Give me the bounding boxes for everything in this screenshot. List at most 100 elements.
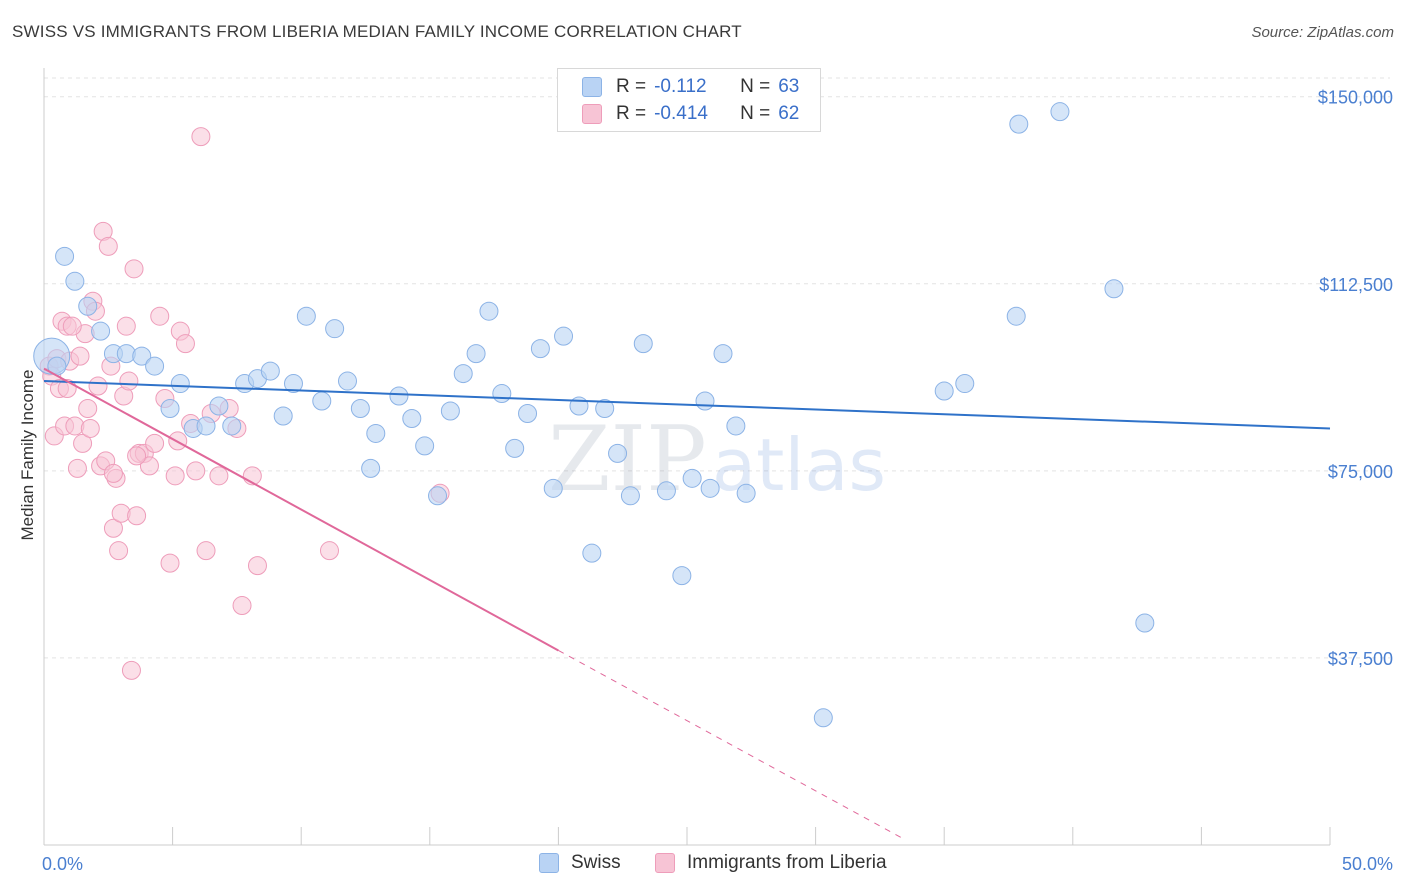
- legend-n-label: N =: [740, 76, 771, 97]
- liberia-point: [127, 506, 147, 526]
- swiss-point: [132, 346, 152, 366]
- swiss-point: [325, 319, 345, 339]
- y-tick-labels: $37,500 $75,000 $112,500 $150,000: [1318, 88, 1393, 669]
- swiss-point: [700, 478, 720, 498]
- swiss-point: [312, 391, 332, 411]
- liberia-point: [103, 518, 123, 538]
- liberia-trendline: [43, 367, 559, 652]
- swiss-point: [1009, 114, 1029, 134]
- swiss-point: [222, 416, 242, 436]
- gridlines: [44, 77, 1390, 659]
- legend-r-value: -0.414: [654, 103, 708, 124]
- swiss-point: [273, 406, 293, 426]
- liberia-point: [145, 433, 165, 453]
- legend-liberia-label: Immigrants from Liberia: [687, 852, 887, 873]
- liberia-point: [139, 456, 159, 476]
- swiss-point: [260, 361, 280, 381]
- swiss-point: [633, 334, 653, 354]
- liberia-point: [232, 596, 252, 616]
- legend-n-label: N =: [740, 103, 771, 124]
- legend-n-value: 63: [778, 76, 800, 97]
- liberia-point: [103, 463, 123, 483]
- swiss-point: [543, 478, 563, 498]
- swiss-point: [350, 398, 370, 418]
- swiss-point: [530, 339, 550, 359]
- swiss-point: [209, 396, 229, 416]
- liberia-point: [247, 556, 267, 576]
- correlation-legend: R = -0.112 N = 63 R = -0.414 N = 62: [557, 68, 821, 132]
- swiss-point: [389, 386, 409, 406]
- swiss-point: [361, 458, 381, 478]
- swiss-point: [1050, 102, 1070, 122]
- liberia-point: [175, 334, 195, 354]
- liberia-point: [124, 259, 144, 279]
- swiss-point: [1104, 279, 1124, 299]
- trendlines: [43, 367, 1331, 841]
- liberia-point: [80, 418, 100, 438]
- liberia-swatch: [655, 853, 675, 873]
- y-tick-label: $150,000: [1318, 88, 1393, 108]
- liberia-point: [196, 541, 216, 561]
- swiss-point: [695, 391, 715, 411]
- swiss-point: [160, 398, 180, 418]
- legend-item-swiss[interactable]: Swiss: [539, 852, 621, 874]
- swiss-point: [726, 416, 746, 436]
- swiss-point: [145, 356, 165, 376]
- swiss-swatch: [582, 77, 602, 97]
- legend-item-liberia[interactable]: Immigrants from Liberia: [655, 852, 887, 874]
- legend-row-liberia: R = -0.414 N = 62: [582, 101, 799, 127]
- swiss-point: [713, 344, 733, 364]
- swiss-point: [466, 344, 486, 364]
- swiss-point: [91, 321, 111, 341]
- liberia-point: [209, 466, 229, 486]
- liberia-point: [121, 660, 141, 680]
- liberia-swatch: [582, 104, 602, 124]
- swiss-point: [337, 371, 357, 391]
- chart-title: SWISS VS IMMIGRANTS FROM LIBERIA MEDIAN …: [12, 22, 742, 41]
- legend-r-label: R =: [616, 103, 647, 124]
- swiss-point: [582, 543, 602, 563]
- swiss-point: [1135, 613, 1155, 633]
- swiss-points: [33, 102, 1155, 728]
- swiss-point: [428, 486, 448, 506]
- liberia-point: [186, 461, 206, 481]
- liberia-point: [165, 466, 185, 486]
- liberia-point: [73, 433, 93, 453]
- swiss-point: [736, 483, 756, 503]
- swiss-point: [608, 443, 628, 463]
- swiss-point: [682, 468, 702, 488]
- liberia-point: [62, 316, 82, 336]
- swiss-point: [620, 486, 640, 506]
- liberia-point: [319, 541, 339, 561]
- liberia-points: [39, 127, 450, 680]
- liberia-point: [67, 458, 87, 478]
- swiss-point: [65, 271, 85, 291]
- swiss-point: [955, 374, 975, 394]
- liberia-point: [98, 236, 118, 256]
- x-tick-label: 0.0%: [42, 854, 83, 874]
- liberia-point: [191, 127, 211, 147]
- liberia-point: [119, 371, 139, 391]
- swiss-point: [196, 416, 216, 436]
- swiss-point: [283, 374, 303, 394]
- y-tick-label: $37,500: [1328, 649, 1393, 669]
- swiss-point: [479, 301, 499, 321]
- liberia-point: [78, 398, 98, 418]
- liberia-point: [160, 553, 180, 573]
- swiss-point: [672, 566, 692, 586]
- swiss-point: [492, 384, 512, 404]
- swiss-point: [170, 374, 190, 394]
- legend-r-value: -0.112: [654, 76, 707, 97]
- liberia-point: [116, 316, 136, 336]
- swiss-point: [554, 326, 574, 346]
- liberia-point: [70, 346, 90, 366]
- y-tick-label: $75,000: [1328, 462, 1393, 482]
- y-axis-label: Median Family Income: [18, 369, 37, 540]
- swiss-trendline: [43, 380, 1331, 430]
- swiss-point: [440, 401, 460, 421]
- swiss-point: [656, 481, 676, 501]
- swiss-point: [934, 381, 954, 401]
- swiss-point: [366, 423, 386, 443]
- legend-row-swiss: R = -0.112 N = 63: [582, 74, 799, 100]
